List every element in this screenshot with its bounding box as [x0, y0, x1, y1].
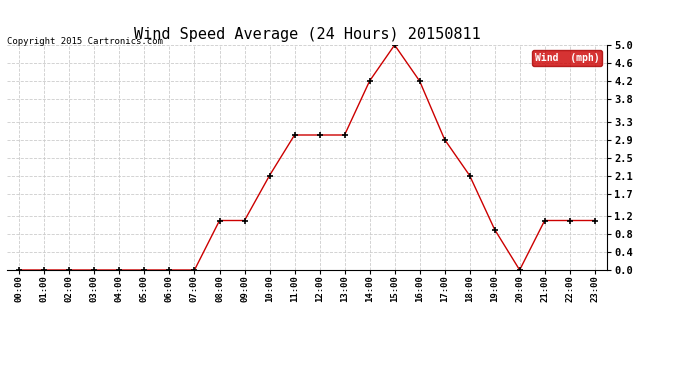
Text: Copyright 2015 Cartronics.com: Copyright 2015 Cartronics.com	[7, 38, 163, 46]
Legend: Wind  (mph): Wind (mph)	[532, 50, 602, 66]
Title: Wind Speed Average (24 Hours) 20150811: Wind Speed Average (24 Hours) 20150811	[134, 27, 480, 42]
